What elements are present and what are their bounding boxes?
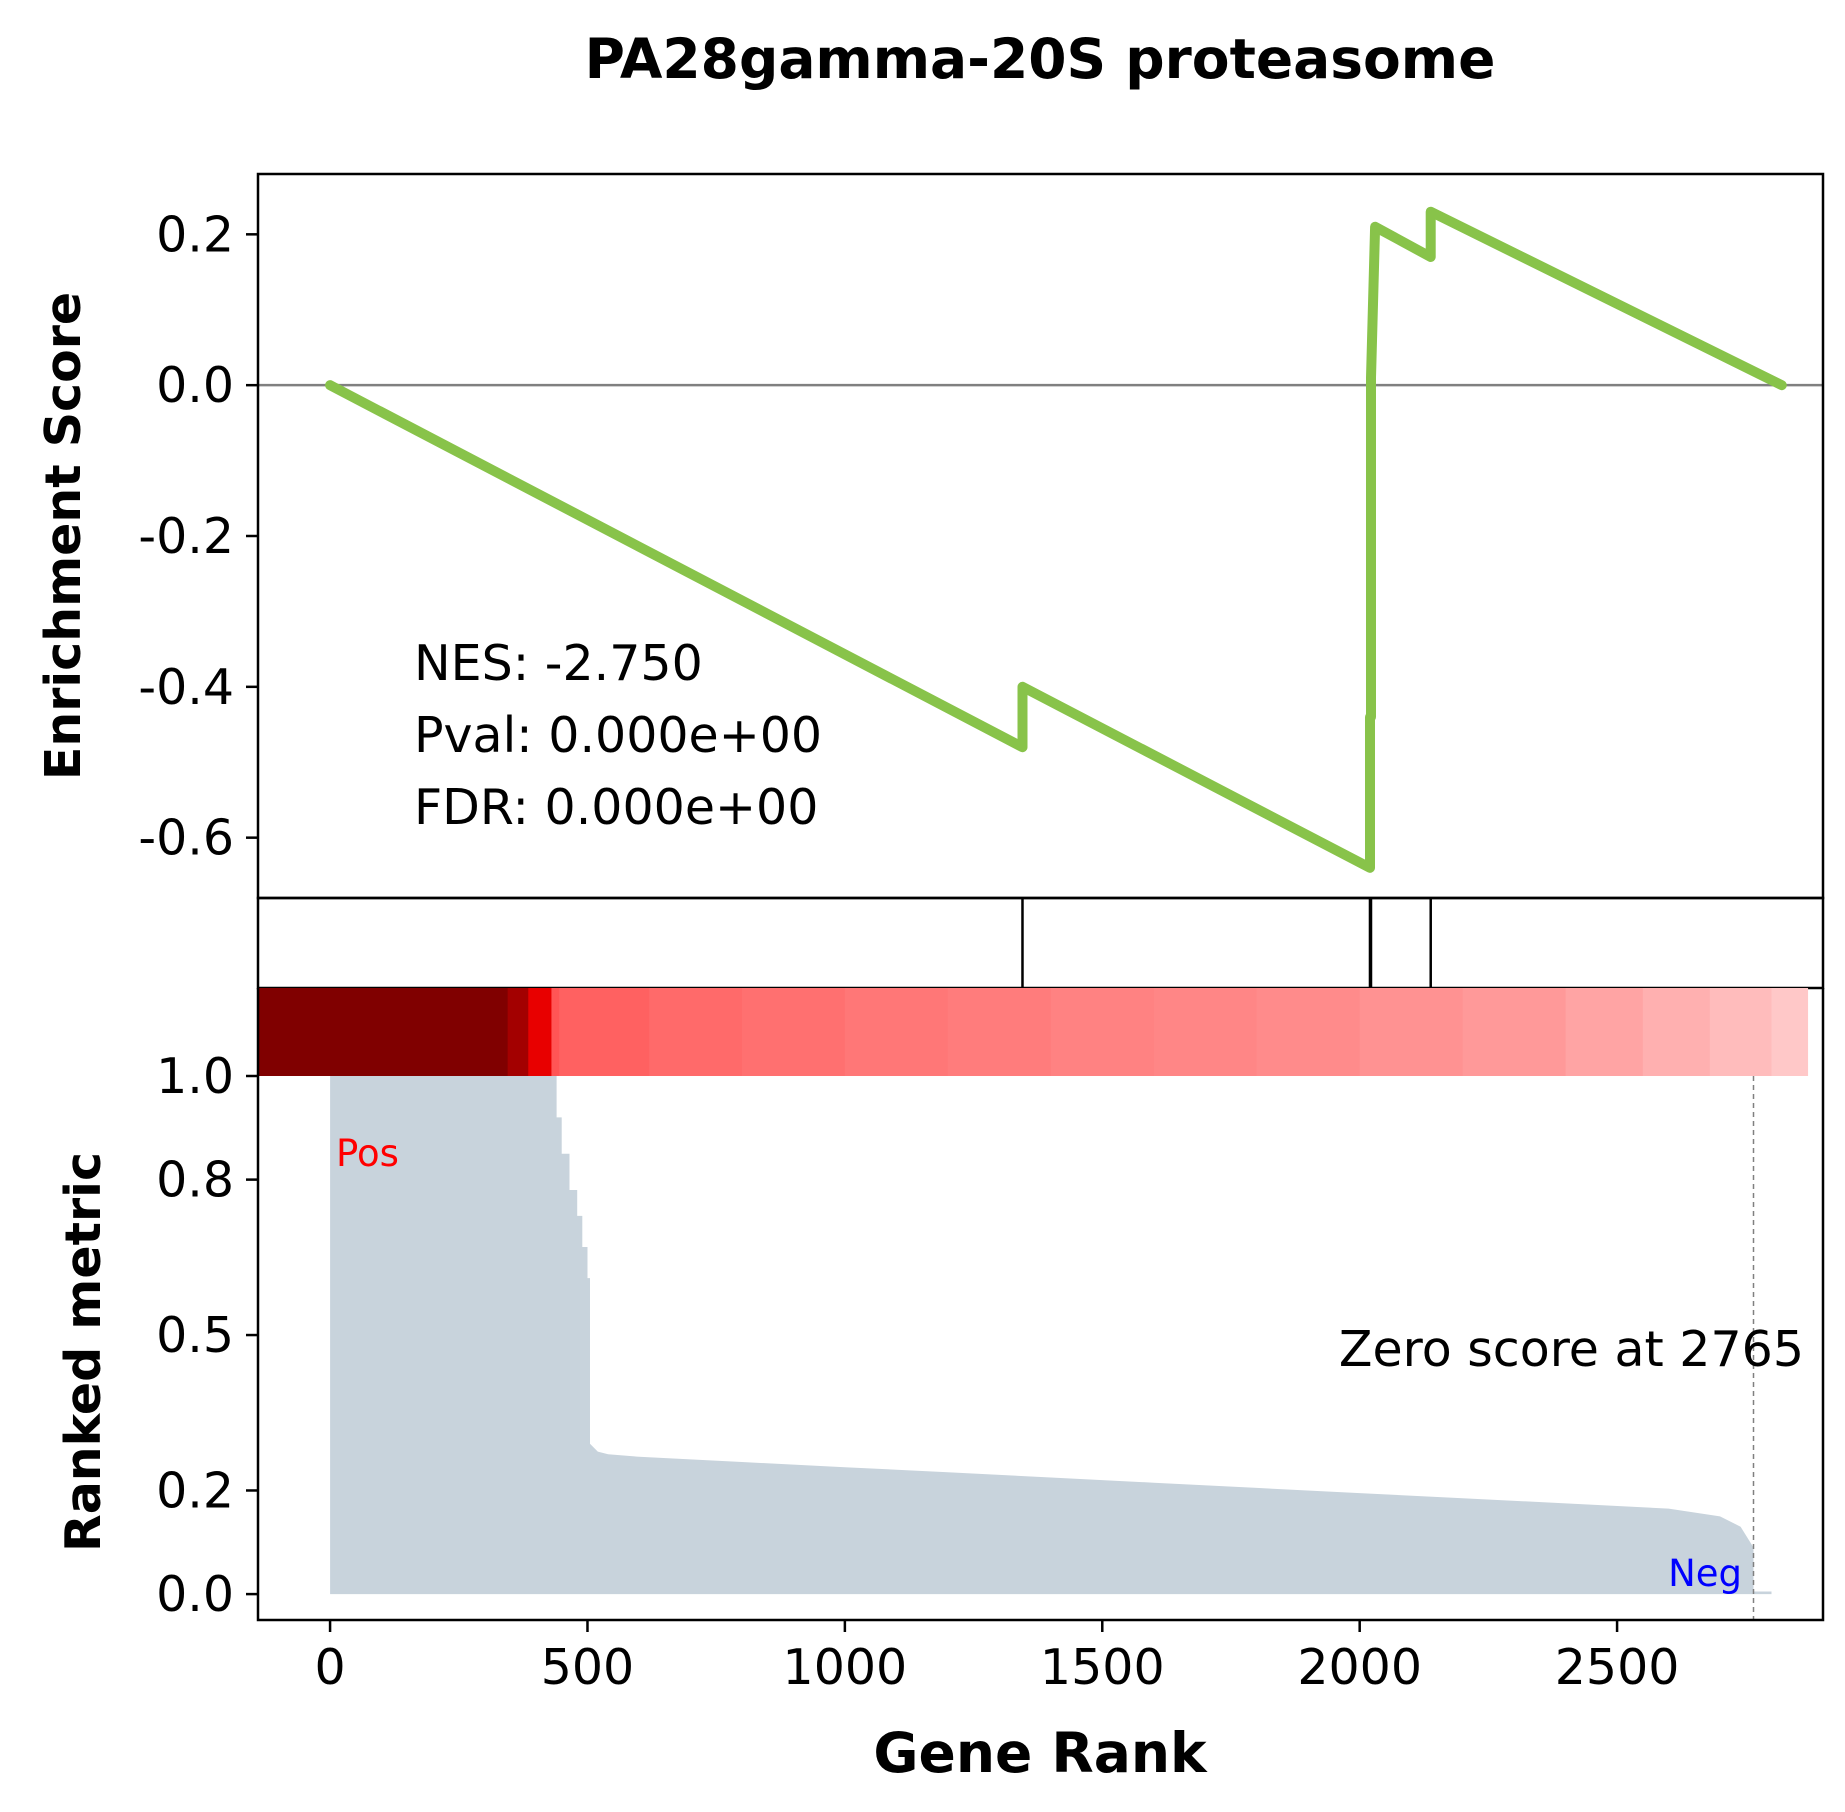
heatmap-band [258, 988, 509, 1076]
heatmap-band [551, 988, 560, 1076]
heatmap-band [1359, 988, 1464, 1076]
zero-score-text: Zero score at 2765 [1339, 1321, 1804, 1378]
x-tick-label: 1500 [1040, 1639, 1165, 1696]
enrichment-score-panel: 0.2 0.0 -0.2 -0.4 -0.6 NES: -2.750 Pval: 0.0… [35, 172, 1825, 900]
heatmap-band [1153, 988, 1258, 1076]
x-tick-label: 2000 [1297, 1639, 1422, 1696]
metric-y-tick-label: 1.0 [156, 1048, 234, 1105]
ranked-metric-panel: 1.0 0.8 0.5 0.2 0.0 0 500 1000 1500 2000 2500 Pos… [55, 988, 1825, 1785]
x-ticks: 0 500 1000 1500 2000 2500 [314, 1620, 1679, 1696]
heatmap-band [528, 988, 552, 1076]
x-axis-label: Gene Rank [873, 1721, 1208, 1785]
heatmap-band [649, 988, 743, 1076]
heatmap-band [1462, 988, 1567, 1076]
pval-text: Pval: 0.000e+00 [414, 707, 822, 764]
heatmap-band [1771, 988, 1809, 1076]
es-curve [325, 206, 1787, 873]
es-y-tick-label: -0.4 [138, 659, 234, 716]
x-tick-label: 500 [541, 1639, 635, 1696]
heatmap-band [559, 988, 650, 1076]
neg-label: Neg [1668, 1552, 1742, 1595]
es-y-label: Enrichment Score [35, 292, 92, 780]
es-y-tick-label: -0.6 [138, 810, 234, 867]
metric-y-label: Ranked metric [55, 1152, 112, 1552]
x-tick-label: 2500 [1555, 1639, 1680, 1696]
heatmap-band [1709, 988, 1773, 1076]
x-tick-label: 1000 [783, 1639, 908, 1696]
heatmap-band [1642, 988, 1711, 1076]
heatmap-band [1565, 988, 1644, 1076]
es-y-ticks: 0.2 0.0 -0.2 -0.4 -0.6 [138, 206, 258, 867]
heatmap-band [947, 988, 1052, 1076]
rank-heatmap [258, 988, 1809, 1076]
heatmap-band [844, 988, 949, 1076]
metric-panel-frame [256, 988, 1825, 1622]
fdr-text: FDR: 0.000e+00 [414, 779, 818, 836]
es-y-tick-label: 0.0 [156, 357, 234, 414]
heatmap-band [741, 988, 846, 1076]
heatmap-band [507, 988, 529, 1076]
metric-y-tick-label: 0.0 [156, 1566, 234, 1623]
es-y-tick-label: 0.2 [156, 206, 234, 263]
hit-lines [1021, 898, 1432, 988]
hits-panel-frame [256, 896, 1825, 990]
metric-y-ticks: 1.0 0.8 0.5 0.2 0.0 [156, 1048, 258, 1623]
metric-y-tick-label: 0.2 [156, 1462, 234, 1519]
metric-y-tick-label: 0.8 [156, 1152, 234, 1209]
ranked-metric-area [330, 1076, 1772, 1595]
nes-text: NES: -2.750 [414, 635, 703, 692]
es-y-tick-label: -0.2 [138, 508, 234, 565]
metric-y-tick-label: 0.5 [156, 1307, 234, 1364]
pos-label: Pos [336, 1132, 399, 1175]
x-tick-label: 0 [314, 1639, 345, 1696]
heatmap-band [1050, 988, 1155, 1076]
heatmap-band [1256, 988, 1361, 1076]
gene-hits-strip [256, 896, 1825, 990]
chart-title: PA28gamma-20S proteasome [585, 27, 1496, 91]
